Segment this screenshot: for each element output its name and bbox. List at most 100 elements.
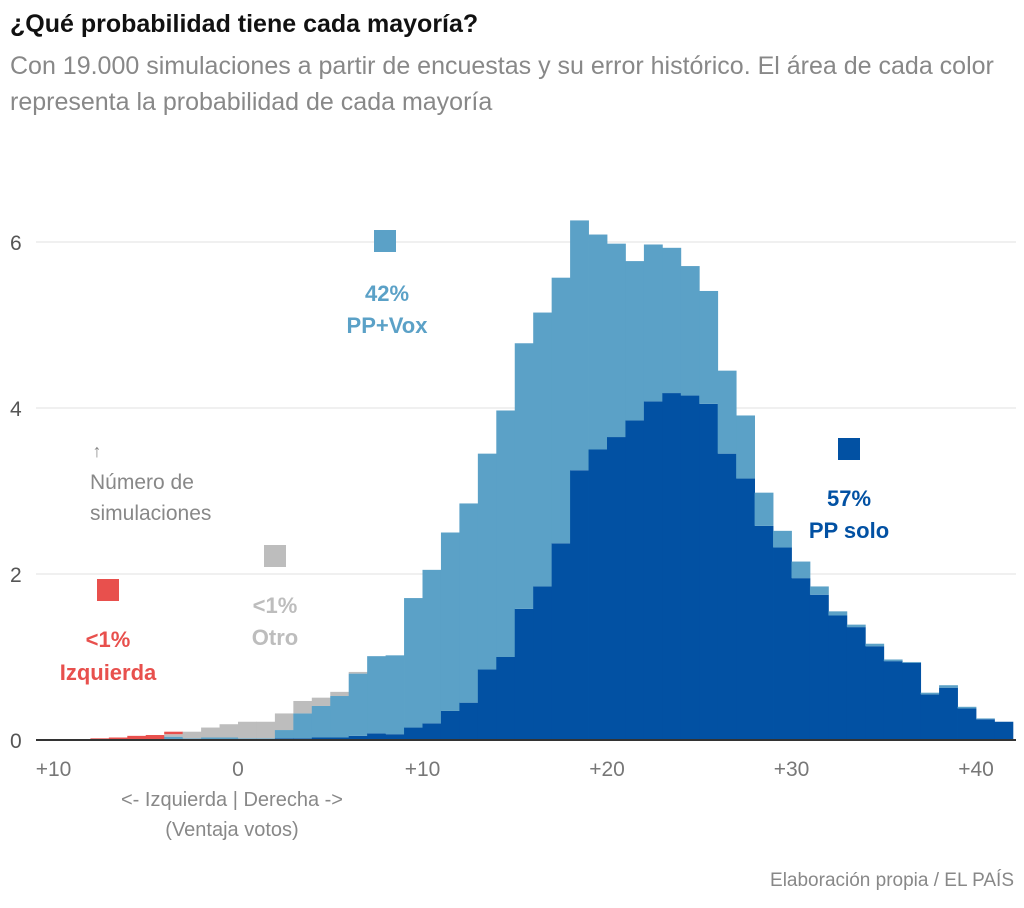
y-axis-arrow-icon: ↑ — [93, 441, 102, 461]
bar-otro — [293, 700, 313, 714]
x-tick-label: +40 — [958, 758, 994, 781]
bar-ppvox — [773, 530, 792, 548]
y-tick-label: 0 — [10, 730, 22, 753]
x-tick-label: +20 — [589, 758, 625, 781]
bar-ppsolo — [846, 627, 866, 740]
bar-ppvox — [680, 266, 700, 396]
legend-swatch-ppsolo — [838, 438, 860, 460]
bar-ppvox — [256, 738, 276, 740]
bar-ppvox — [957, 706, 977, 709]
bar-ppvox — [662, 247, 682, 394]
bar-ppvox — [219, 737, 239, 740]
bar-ppsolo — [717, 453, 737, 740]
x-tick-label: +10 — [405, 758, 441, 781]
bar-otro — [256, 721, 276, 739]
bar-ppsolo — [514, 608, 534, 740]
bar-ppvox — [293, 713, 313, 739]
bar-ppvox — [274, 730, 294, 739]
y-tick-label: 6 — [10, 232, 22, 255]
bar-ppsolo — [957, 708, 977, 740]
source-credit: Elaboración propia / EL PAÍS — [770, 870, 1014, 891]
bar-otro — [164, 734, 184, 737]
x-axis-label: <- Izquierda | Derecha -> — [121, 789, 343, 811]
bar-izquierda — [164, 731, 184, 735]
bar-ppvox — [865, 643, 885, 647]
bar-ppvox — [883, 659, 903, 662]
bar-ppsolo — [422, 723, 442, 740]
bar-otro — [311, 697, 331, 706]
bar-ppvox — [791, 561, 811, 579]
annotation-pct-izquierda: <1% — [86, 627, 131, 652]
bar-ppsolo — [643, 401, 663, 740]
bar-ppvox — [477, 453, 497, 670]
bar-ppsolo — [699, 403, 719, 740]
bar-otro — [182, 731, 202, 739]
chart-title: ¿Qué probabilidad tiene cada mayoría? — [10, 10, 479, 38]
chart-subtitle: Con 19.000 simulaciones a partir de encu… — [10, 52, 994, 116]
bar-ppvox — [533, 312, 553, 587]
bar-izquierda — [127, 735, 147, 740]
bar-ppsolo — [976, 719, 995, 740]
y-tick-label: 2 — [10, 564, 22, 587]
bar-ppvox — [514, 343, 534, 609]
bar-ppvox — [588, 234, 608, 450]
bar-ppvox — [570, 220, 589, 471]
bar-ppsolo — [404, 727, 423, 740]
bar-ppsolo — [496, 657, 516, 740]
bar-ppsolo — [920, 694, 940, 740]
legend-swatch-otro — [264, 545, 286, 567]
bar-ppvox — [625, 261, 645, 421]
y-axis-label: Número de — [90, 471, 194, 494]
bar-ppsolo — [809, 594, 829, 740]
bar-ppsolo — [551, 543, 571, 740]
bar-ppsolo — [330, 737, 350, 740]
annotation-pct-otro: <1% — [253, 593, 298, 618]
bar-ppsolo — [533, 586, 553, 740]
bar-ppsolo — [477, 669, 497, 740]
bar-ppvox — [348, 673, 368, 736]
bar-ppvox — [976, 718, 995, 720]
x-tick-label: 0 — [232, 758, 244, 781]
x-tick-label: +10 — [36, 758, 72, 781]
bar-ppvox — [828, 611, 848, 616]
bar-ppvox — [551, 277, 571, 544]
bar-ppsolo — [680, 395, 700, 740]
bar-ppsolo — [459, 702, 479, 740]
bar-ppvox — [422, 569, 442, 724]
bar-ppvox — [607, 243, 626, 438]
bar-ppvox — [846, 624, 866, 628]
bar-otro — [330, 691, 350, 697]
annotation-name-otro: Otro — [252, 625, 298, 650]
bar-ppsolo — [865, 646, 885, 740]
legend-swatch-izquierda — [97, 579, 119, 601]
annotation-name-ppvox: PP+Vox — [347, 313, 429, 338]
bar-ppvox — [367, 656, 386, 734]
bar-ppvox — [440, 532, 460, 711]
annotation-name-ppsolo: PP solo — [809, 518, 889, 543]
bar-ppsolo — [570, 470, 589, 740]
bar-ppsolo — [440, 710, 460, 740]
bar-ppvox — [385, 655, 405, 735]
bar-izquierda — [108, 737, 128, 740]
annotations: 42% PP+Vox 57% PP solo <1% Otro <1% Izquierda — [60, 230, 889, 685]
bar-ppsolo — [994, 721, 1014, 740]
bar-izquierda — [145, 735, 165, 740]
bar-ppvox — [330, 696, 350, 738]
bar-otro — [238, 721, 257, 739]
bar-ppsolo — [791, 578, 811, 740]
bar-ppsolo — [367, 733, 386, 740]
bar-ppsolo — [828, 615, 848, 740]
legend-swatch-ppvox — [374, 230, 396, 252]
bar-ppvox — [902, 661, 922, 663]
y-axis-label: simulaciones — [90, 502, 211, 525]
bar-ppsolo — [607, 437, 626, 740]
bar-ppvox — [939, 685, 958, 688]
bar-ppsolo — [588, 449, 608, 740]
bar-ppsolo — [385, 734, 405, 740]
bar-ppvox — [201, 737, 220, 740]
bar-ppvox — [920, 692, 940, 695]
bar-otro — [201, 727, 220, 738]
bar-ppsolo — [662, 393, 682, 740]
bar-ppsolo — [902, 662, 922, 740]
